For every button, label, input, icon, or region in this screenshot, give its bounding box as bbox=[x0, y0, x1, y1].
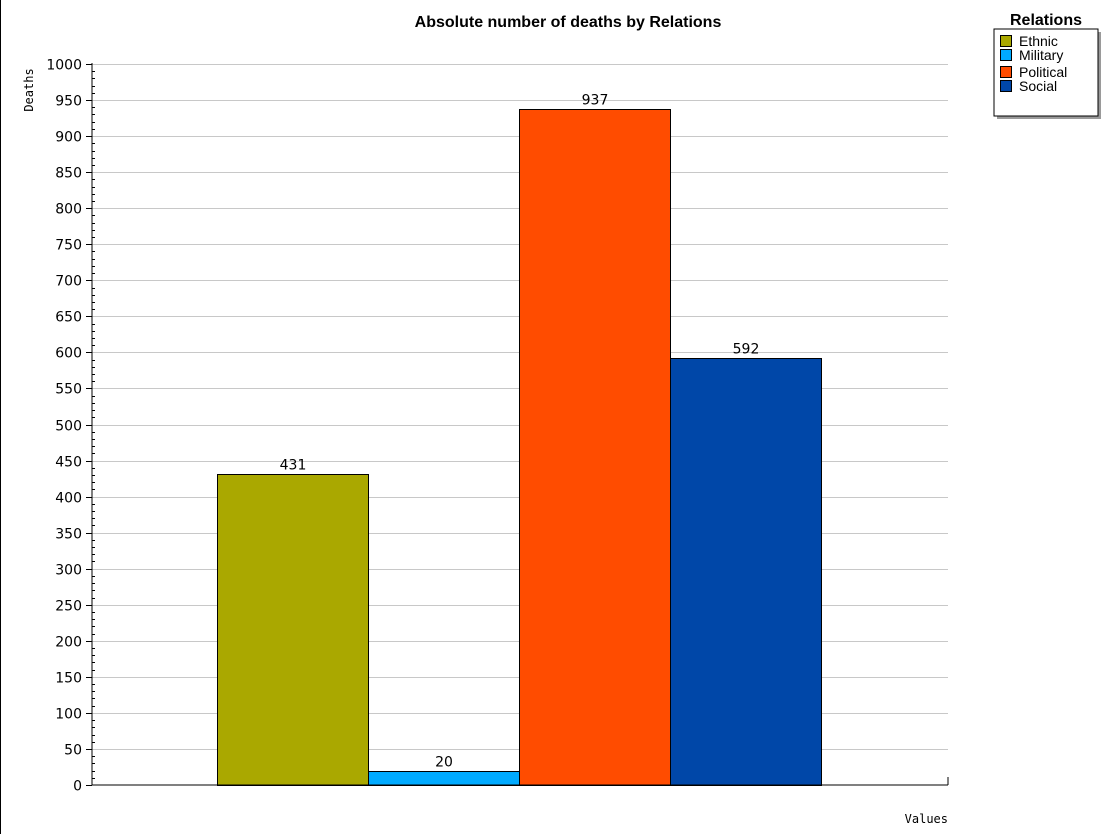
y-tick-label: 300 bbox=[55, 563, 82, 579]
y-ticks: 0 50 100 150 200 250 300 350 400 450 500 550 600 650 7… bbox=[46, 58, 95, 795]
bar-military bbox=[369, 772, 520, 786]
y-tick-label: 1000 bbox=[46, 58, 82, 74]
y-tick-label: 350 bbox=[55, 527, 82, 543]
data-label-military: 20 bbox=[435, 755, 453, 771]
legend-swatch-political bbox=[1001, 67, 1012, 78]
y-tick-label: 200 bbox=[55, 635, 82, 651]
bar-social bbox=[671, 359, 822, 786]
bar-ethnic bbox=[218, 475, 369, 786]
y-tick-label: 500 bbox=[55, 419, 82, 435]
y-tick-label: 950 bbox=[55, 94, 82, 110]
y-axis-title: Deaths bbox=[22, 68, 36, 111]
data-label-ethnic: 431 bbox=[280, 458, 307, 474]
y-tick-label: 750 bbox=[55, 238, 82, 254]
y-tick-label: 800 bbox=[55, 202, 82, 218]
legend-title: Relations bbox=[1010, 12, 1082, 29]
chart-title: Absolute number of deaths by Relations bbox=[415, 14, 722, 31]
y-tick-label: 700 bbox=[55, 274, 82, 290]
y-tick-label: 250 bbox=[55, 599, 82, 615]
x-axis-title: Values bbox=[905, 812, 948, 826]
bars bbox=[218, 110, 822, 786]
y-tick-label: 50 bbox=[64, 743, 82, 759]
legend-swatch-social bbox=[1001, 81, 1012, 92]
y-tick-label: 650 bbox=[55, 310, 82, 326]
legend-swatch-military bbox=[1001, 50, 1012, 61]
data-label-political: 937 bbox=[582, 93, 609, 109]
legend-label-military: Military bbox=[1019, 47, 1063, 63]
y-tick-label: 0 bbox=[73, 779, 82, 795]
legend-label-social: Social bbox=[1019, 78, 1057, 94]
y-tick-label: 550 bbox=[55, 382, 82, 398]
y-tick-label: 850 bbox=[55, 166, 82, 182]
y-tick-label: 150 bbox=[55, 671, 82, 687]
y-tick-label: 100 bbox=[55, 707, 82, 723]
y-tick-label: 450 bbox=[55, 455, 82, 471]
bar-political bbox=[520, 110, 671, 786]
y-tick-label: 600 bbox=[55, 346, 82, 362]
legend-swatch-ethnic bbox=[1001, 36, 1012, 47]
y-tick-label: 900 bbox=[55, 130, 82, 146]
data-label-social: 592 bbox=[733, 342, 760, 358]
y-tick-label: 400 bbox=[55, 491, 82, 507]
